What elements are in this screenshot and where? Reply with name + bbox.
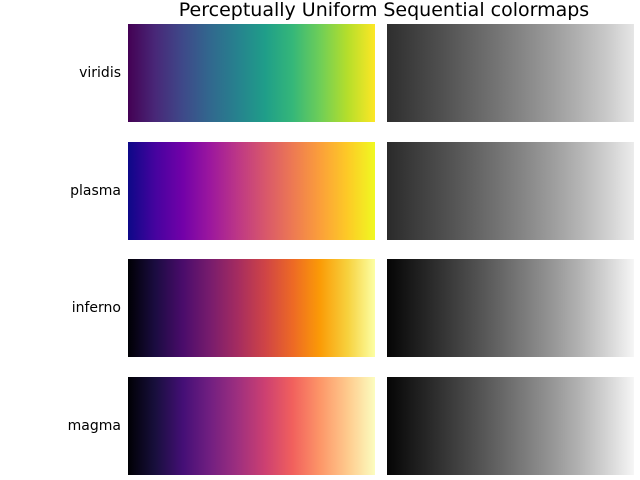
colormap-row-magma: magma (0, 377, 640, 475)
colormap-strip-color (128, 377, 375, 475)
gradient-rect (128, 259, 375, 357)
colormap-label: plasma (70, 183, 121, 199)
gradient-rect (387, 377, 634, 475)
colormap-strip-color (128, 142, 375, 240)
colormap-row-inferno: inferno (0, 259, 640, 357)
colormap-strip-color (128, 259, 375, 357)
colormap-row-viridis: viridis (0, 24, 640, 122)
gradient-rect (128, 142, 375, 240)
colormap-label: viridis (79, 65, 121, 81)
figure-title: Perceptually Uniform Sequential colormap… (178, 0, 590, 21)
colormap-strip-grayscale (387, 259, 634, 357)
colormap-strip-grayscale (387, 24, 634, 122)
colormap-strip-grayscale (387, 377, 634, 475)
colormap-label: magma (67, 418, 121, 434)
gradient-rect (387, 259, 634, 357)
colormap-label: inferno (71, 300, 121, 316)
colormap-strip-grayscale (387, 142, 634, 240)
gradient-rect (128, 377, 375, 475)
gradient-rect (387, 142, 634, 240)
colormap-strip-color (128, 24, 375, 122)
gradient-rect (387, 24, 634, 122)
colormap-row-plasma: plasma (0, 142, 640, 240)
gradient-rect (128, 24, 375, 122)
